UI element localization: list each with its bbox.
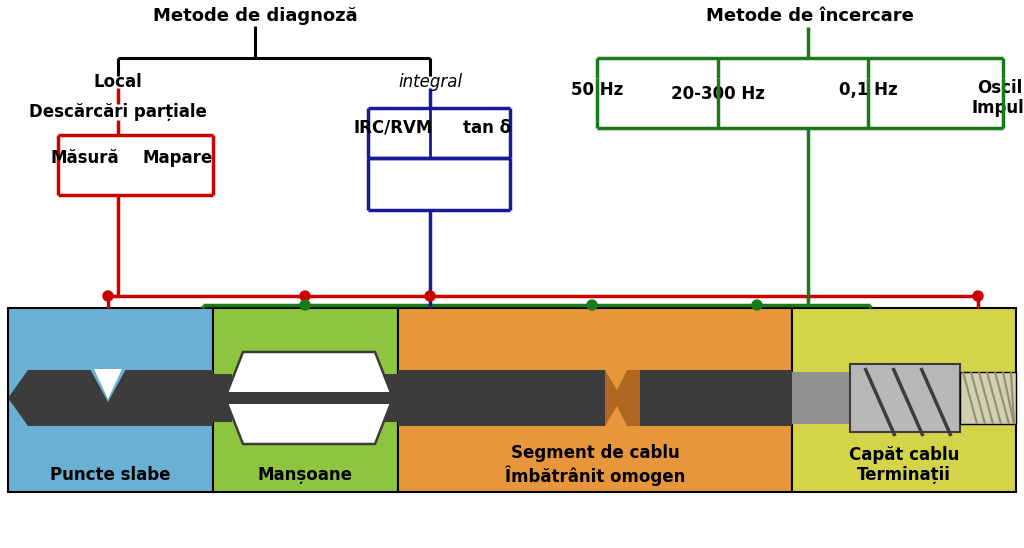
- Circle shape: [973, 291, 983, 301]
- Bar: [8, 308, 213, 492]
- Bar: [635, 370, 792, 426]
- Circle shape: [300, 291, 310, 301]
- Bar: [961, 372, 1016, 424]
- Text: tan δ: tan δ: [463, 119, 511, 137]
- Polygon shape: [225, 352, 393, 444]
- Bar: [213, 308, 398, 492]
- Bar: [605, 370, 640, 426]
- Polygon shape: [90, 369, 126, 402]
- Bar: [398, 370, 610, 426]
- Polygon shape: [605, 370, 640, 426]
- Text: Local: Local: [93, 73, 142, 91]
- Text: Măsură: Măsură: [50, 149, 120, 167]
- Polygon shape: [94, 369, 122, 399]
- Text: 0,1 Hz: 0,1 Hz: [839, 81, 897, 99]
- Bar: [792, 308, 1016, 492]
- Circle shape: [587, 300, 597, 310]
- Text: Mapare: Mapare: [143, 149, 213, 167]
- Circle shape: [752, 300, 762, 310]
- Text: Puncte slabe: Puncte slabe: [50, 466, 170, 484]
- Text: IRC/RVM: IRC/RVM: [353, 119, 433, 137]
- Bar: [792, 372, 858, 424]
- Text: 50 Hz: 50 Hz: [570, 81, 624, 99]
- Text: Capăt cablu
Terminații: Capăt cablu Terminații: [849, 446, 959, 484]
- Text: 20-300 Hz: 20-300 Hz: [671, 85, 765, 103]
- Bar: [28, 370, 213, 426]
- Bar: [385, 374, 400, 422]
- Bar: [213, 392, 400, 404]
- Bar: [850, 364, 961, 432]
- Text: Segment de cablu
Îmbătrânit omogen: Segment de cablu Îmbătrânit omogen: [505, 444, 685, 486]
- Text: Descărcări parțiale: Descărcări parțiale: [29, 103, 207, 121]
- Text: Metode de încercare: Metode de încercare: [707, 7, 914, 25]
- Bar: [398, 308, 792, 492]
- Text: Oscil.
Impuls: Oscil. Impuls: [972, 78, 1024, 117]
- Bar: [213, 374, 232, 422]
- Circle shape: [103, 291, 113, 301]
- Text: Metode de diagnoză: Metode de diagnoză: [153, 7, 357, 25]
- Circle shape: [300, 300, 310, 310]
- Circle shape: [425, 291, 435, 301]
- Polygon shape: [8, 370, 28, 426]
- Text: Manșoane: Manșoane: [257, 466, 352, 484]
- Text: integral: integral: [398, 73, 462, 91]
